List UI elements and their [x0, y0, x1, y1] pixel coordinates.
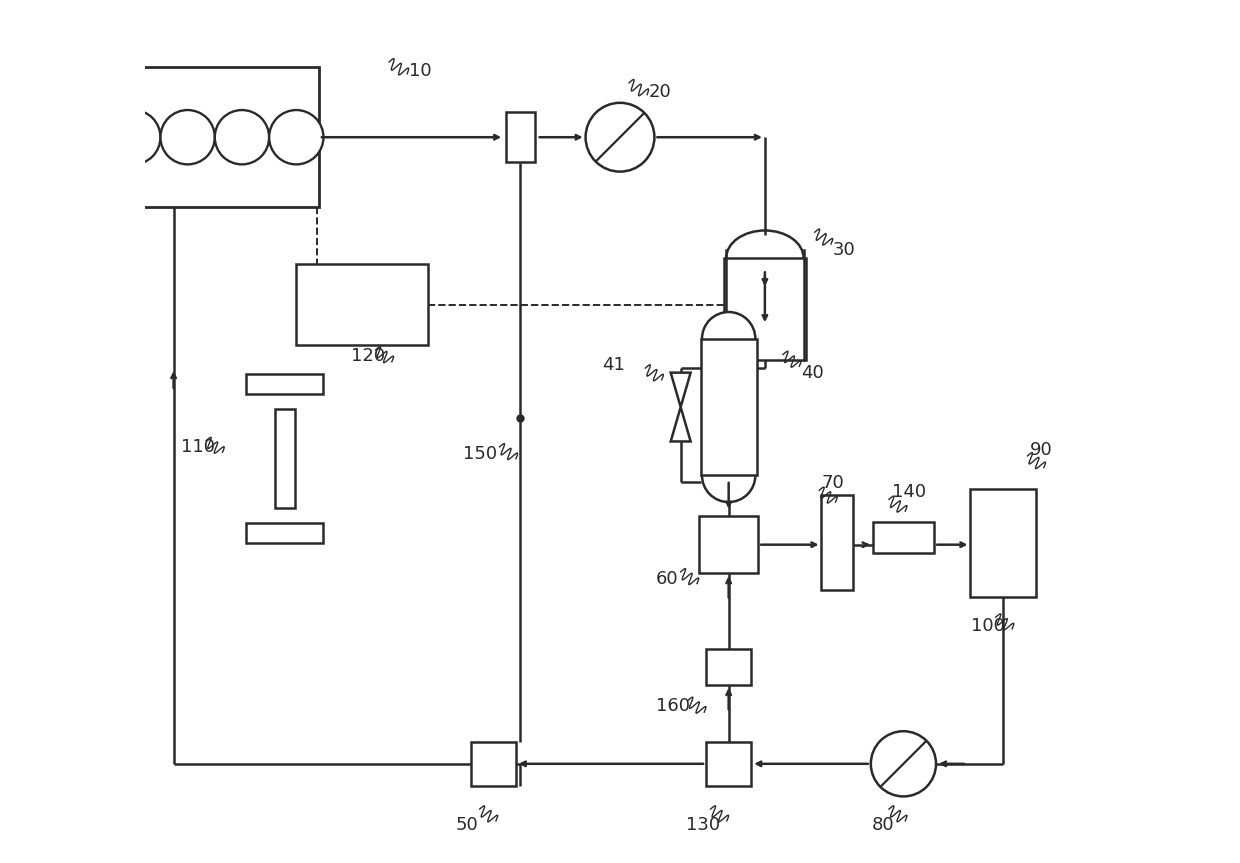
Bar	[247, 375, 324, 394]
Bar	[821, 495, 853, 590]
Bar	[275, 409, 295, 508]
Bar	[701, 339, 756, 476]
Text: 50: 50	[455, 816, 477, 835]
Text: 100: 100	[971, 617, 1006, 635]
Polygon shape	[671, 407, 691, 442]
Bar	[296, 264, 428, 345]
Text: 80: 80	[872, 816, 894, 835]
Circle shape	[269, 110, 324, 164]
Text: 90: 90	[1030, 441, 1053, 458]
Text: 130: 130	[686, 816, 720, 835]
Text: 150: 150	[464, 445, 497, 463]
Bar	[724, 258, 806, 361]
Circle shape	[870, 731, 936, 797]
Bar	[706, 649, 751, 685]
Circle shape	[702, 449, 755, 502]
Text: 140: 140	[892, 483, 926, 501]
Bar	[247, 523, 324, 543]
Bar	[971, 488, 1035, 597]
Text: 110: 110	[181, 438, 215, 456]
Text: 40: 40	[801, 363, 823, 381]
Text: 70: 70	[822, 474, 844, 492]
Text: 160: 160	[656, 696, 691, 715]
Text: 30: 30	[833, 242, 856, 260]
Circle shape	[702, 312, 755, 365]
Circle shape	[160, 110, 215, 164]
Bar	[873, 521, 934, 553]
Text: 60: 60	[656, 570, 678, 588]
Bar	[88, 67, 319, 207]
Circle shape	[215, 110, 269, 164]
Bar	[706, 742, 751, 785]
Bar	[506, 112, 534, 162]
Circle shape	[585, 103, 655, 172]
Polygon shape	[671, 373, 691, 407]
Bar	[699, 516, 758, 573]
Bar	[471, 742, 516, 785]
Text: 120: 120	[351, 347, 386, 365]
Text: 10: 10	[409, 62, 432, 80]
Text: 20: 20	[649, 83, 672, 101]
Circle shape	[107, 110, 160, 164]
Text: 41: 41	[601, 356, 625, 375]
